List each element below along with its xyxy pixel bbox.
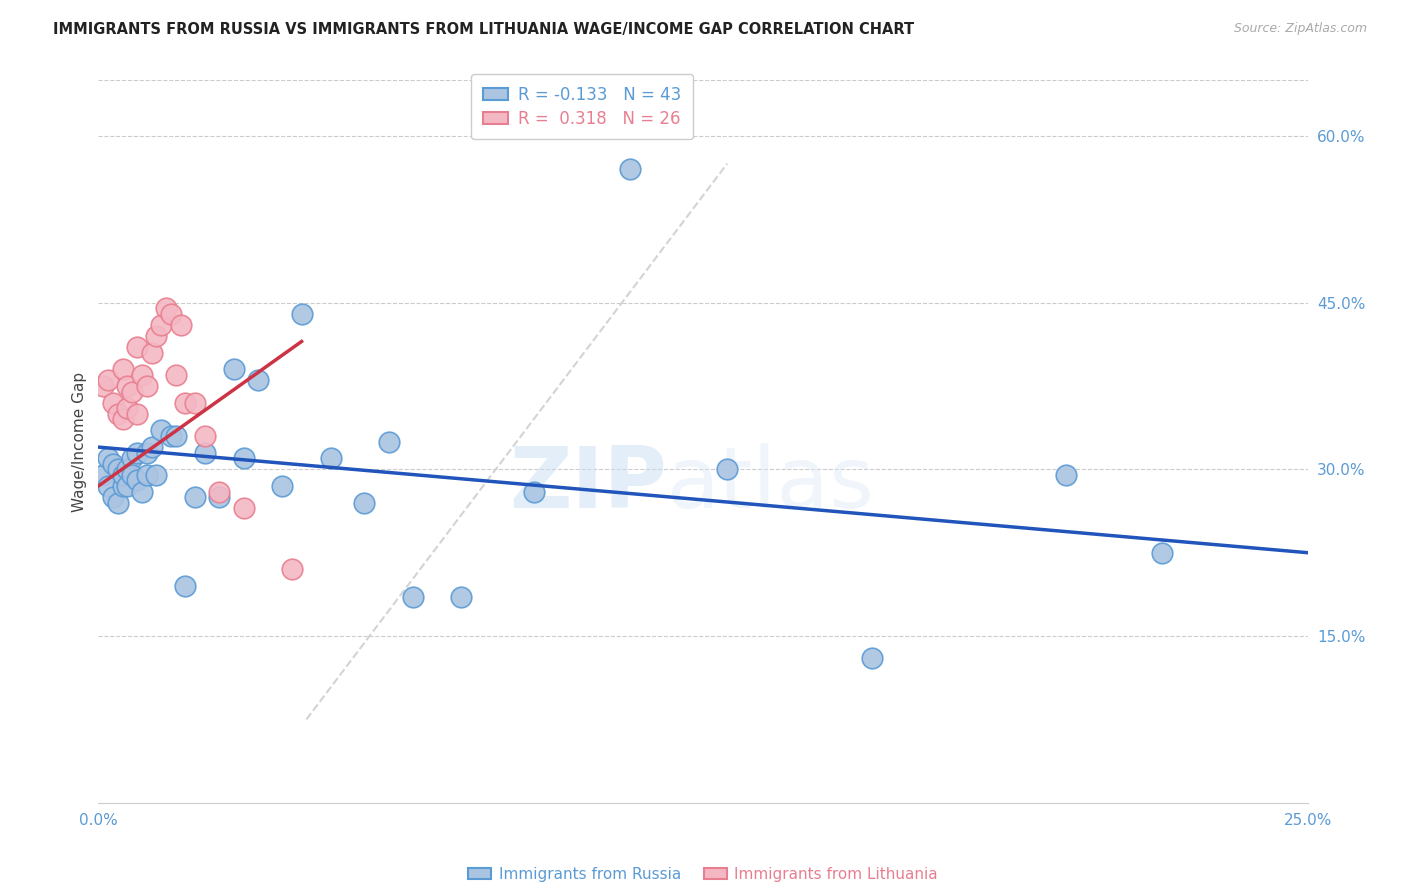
Point (247, 373, 270, 387)
Point (271, 479, 294, 493)
Point (107, 496, 129, 510)
Point (184, 395, 207, 409)
Point (135, 467, 157, 482)
Point (121, 384, 143, 399)
Point (117, 401, 139, 416)
Text: Source: ZipAtlas.com: Source: ZipAtlas.com (1233, 22, 1367, 36)
Point (121, 451, 143, 466)
Text: ZIP: ZIP (509, 443, 666, 526)
Point (135, 379, 157, 393)
Point (107, 407, 129, 421)
Point (174, 395, 197, 409)
Point (194, 429, 217, 443)
Point (860, 651, 883, 665)
Point (222, 362, 245, 376)
Point (117, 462, 139, 476)
Point (127, 340, 149, 354)
Point (450, 590, 472, 604)
Point (121, 467, 143, 482)
Point (111, 362, 134, 376)
Point (208, 484, 231, 499)
Point (145, 467, 167, 482)
Legend: Immigrants from Russia, Immigrants from Lithuania: Immigrants from Russia, Immigrants from … (463, 861, 943, 888)
Point (150, 318, 173, 332)
Point (523, 484, 546, 499)
Point (111, 467, 134, 482)
Point (194, 445, 217, 459)
Point (131, 484, 153, 499)
Point (117, 479, 139, 493)
Y-axis label: Wage/Income Gap: Wage/Income Gap (72, 371, 87, 512)
Point (1152, 546, 1174, 560)
Point (208, 490, 231, 504)
Point (150, 424, 173, 438)
Point (353, 496, 375, 510)
Point (232, 501, 254, 516)
Point (127, 445, 149, 459)
Point (165, 368, 187, 382)
Point (127, 474, 149, 488)
Point (111, 479, 134, 493)
Point (165, 429, 187, 443)
Point (117, 379, 139, 393)
Point (716, 462, 738, 476)
Point (101, 395, 124, 409)
Point (174, 579, 197, 593)
Point (97, 451, 120, 466)
Text: IMMIGRANTS FROM RUSSIA VS IMMIGRANTS FROM LITHUANIA WAGE/INCOME GAP CORRELATION : IMMIGRANTS FROM RUSSIA VS IMMIGRANTS FRO… (53, 22, 914, 37)
Point (107, 462, 129, 476)
Point (281, 562, 304, 576)
Point (290, 307, 312, 321)
Point (91, 467, 114, 482)
Point (141, 440, 163, 454)
Point (101, 490, 124, 504)
Point (155, 301, 177, 315)
Point (402, 590, 425, 604)
Point (169, 318, 191, 332)
Point (1054, 467, 1077, 482)
Point (135, 445, 157, 459)
Point (160, 307, 183, 321)
Point (111, 412, 134, 426)
Point (131, 368, 153, 382)
Point (97, 373, 120, 387)
Point (127, 407, 149, 421)
Text: atlas: atlas (666, 443, 875, 526)
Point (232, 451, 254, 466)
Point (160, 429, 183, 443)
Point (619, 162, 641, 177)
Point (97, 479, 120, 493)
Point (141, 345, 163, 359)
Point (145, 329, 167, 343)
Point (184, 490, 207, 504)
Point (319, 451, 342, 466)
Point (377, 434, 399, 449)
Point (91, 379, 114, 393)
Point (101, 457, 124, 471)
